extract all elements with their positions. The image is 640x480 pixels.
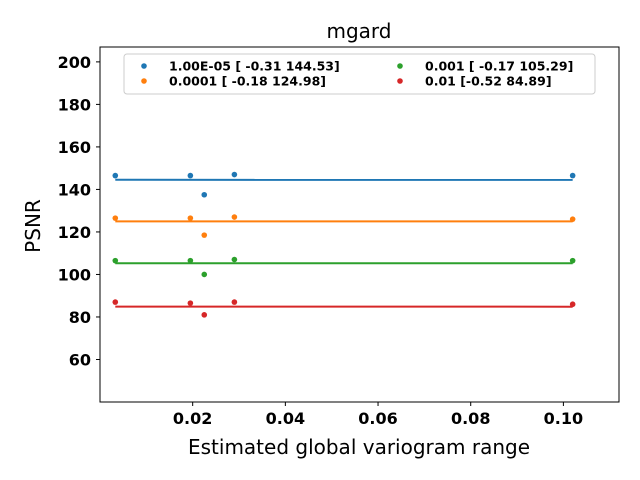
data-point [231,256,238,263]
data-point [231,214,238,220]
data-point [112,172,119,179]
data-point [569,172,576,179]
x-tick-label: 0.04 [266,409,305,428]
series-3 [112,256,576,278]
x-axis-label: Estimated global variogram range [188,435,530,459]
legend-marker [397,63,403,69]
legend-marker [141,78,147,84]
legend-marker [397,78,403,84]
y-axis-label: PSNR [21,199,45,253]
legend-label: 1.00E-05 [ -0.31 144.53] [169,59,340,74]
y-tick-label: 100 [58,265,91,284]
data-point [569,257,576,264]
data-point [569,301,576,308]
legend-marker [141,63,147,69]
plot-area [112,171,576,318]
data-point [201,232,208,238]
data-point [112,215,119,221]
data-point [112,257,119,264]
x-tick-label: 0.08 [451,409,490,428]
series-1 [112,171,576,198]
x-tick-label: 0.02 [173,409,212,428]
data-point [201,312,208,318]
data-point [187,257,194,264]
series-4 [112,299,576,318]
legend-label: 0.0001 [ -0.18 124.98] [169,74,326,89]
data-point [201,271,208,278]
data-point [569,216,576,222]
legend: 1.00E-05 [ -0.31 144.53]0.0001 [ -0.18 1… [123,53,596,95]
x-tick-label: 0.10 [544,409,583,428]
y-tick-label: 180 [58,95,91,114]
y-tick-label: 140 [58,180,91,199]
series-2 [112,214,576,238]
legend-label: 0.01 [-0.52 84.89] [425,74,552,89]
data-point [231,171,238,178]
y-tick-label: 160 [58,138,91,157]
y-tick-label: 200 [58,53,91,72]
data-point [187,172,194,179]
y-tick-label: 120 [58,223,91,242]
data-point [187,300,194,306]
plot-frame [99,46,620,403]
data-point [231,299,238,305]
data-point [112,299,119,305]
x-tick-label: 0.06 [358,409,397,428]
data-point [187,215,194,221]
axis-ticks: 60 80 100 120 140 160 180 200 0.02 0.04 0.06 0.08 0.… [58,53,584,428]
y-tick-label: 60 [69,350,91,369]
legend-label: 0.001 [ -0.17 105.29] [425,59,573,74]
chart-title: mgard [327,19,392,43]
data-point [201,191,208,198]
legend-box [123,53,596,95]
y-tick-label: 80 [69,308,91,327]
